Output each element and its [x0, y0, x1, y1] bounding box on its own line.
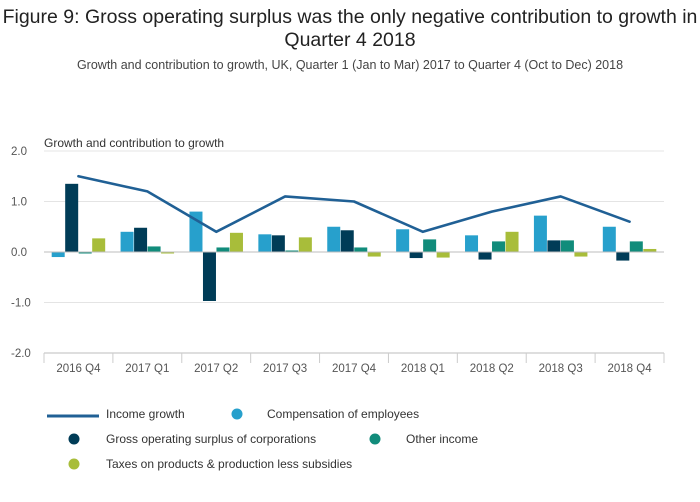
bar — [465, 235, 479, 252]
y-tick-label: 2.0 — [11, 146, 27, 158]
bar — [134, 227, 148, 252]
legend-label: Income growth — [106, 407, 185, 421]
legend-label: Taxes on products & production less subs… — [106, 457, 352, 471]
bar — [409, 252, 423, 259]
bar — [396, 229, 410, 252]
bar — [354, 247, 368, 252]
bar — [505, 231, 519, 252]
income-growth-line-layer — [77, 174, 631, 234]
x-tick-label: 2017 Q3 — [263, 363, 307, 375]
legend-label: Compensation of employees — [267, 407, 419, 421]
x-tick-label: 2017 Q2 — [194, 363, 238, 375]
bar — [547, 240, 561, 252]
bar — [147, 246, 161, 252]
bar — [65, 183, 79, 252]
y-axis-label: Growth and contribution to growth — [44, 136, 224, 150]
chart-subtitle: Growth and contribution to growth, UK, Q… — [76, 58, 624, 72]
bar — [229, 232, 243, 252]
bar — [327, 226, 341, 252]
legend-label: Gross operating surplus of corporations — [106, 432, 316, 446]
legend: Income growth Compensation of employees Gr… — [47, 407, 478, 471]
legend-dot-swatch — [369, 433, 381, 445]
y-tick-label: -1.0 — [11, 298, 31, 310]
legend-dot-swatch — [68, 433, 80, 445]
y-tick-label: 0.0 — [11, 247, 27, 259]
bar — [616, 252, 630, 261]
legend-dot-swatch — [231, 408, 243, 420]
bar — [216, 247, 230, 252]
x-tick-label: 2018 Q3 — [539, 363, 583, 375]
x-tick-label: 2018 Q2 — [470, 363, 514, 375]
bar — [258, 234, 272, 252]
bar — [161, 252, 175, 254]
legend-dot-swatch — [68, 458, 80, 470]
x-tick-label: 2017 Q1 — [125, 363, 169, 375]
x-tick-label: 2018 Q4 — [607, 363, 652, 375]
bar — [298, 237, 312, 252]
bar — [92, 238, 106, 252]
legend-label: Other income — [406, 432, 478, 446]
bar — [423, 239, 437, 253]
bar — [340, 230, 354, 252]
axes: 2.0 1.0 0.0 -1.0 -2.0 2016 Q4 2017 Q1 2017 Q2 20… — [11, 146, 665, 375]
bar — [533, 215, 547, 252]
y-tick-label: 1.0 — [11, 197, 27, 209]
income-growth-line — [77, 174, 631, 234]
y-tick-label: -2.0 — [11, 348, 31, 360]
bar — [202, 252, 216, 301]
bar — [629, 241, 643, 252]
bar — [285, 250, 299, 252]
bar — [492, 241, 506, 252]
bar — [367, 252, 381, 257]
bars — [51, 183, 657, 301]
bar — [574, 252, 588, 257]
bar — [643, 248, 657, 252]
bar — [78, 252, 92, 254]
bar — [560, 240, 574, 252]
bar — [51, 252, 65, 258]
bar — [478, 252, 492, 260]
bar — [602, 226, 616, 252]
bar — [271, 235, 285, 252]
x-tick-label: 2018 Q1 — [401, 363, 445, 375]
bar — [120, 231, 134, 252]
x-tick-label: 2016 Q4 — [56, 363, 101, 375]
x-tick-label: 2017 Q4 — [332, 363, 377, 375]
bar — [436, 252, 450, 258]
chart-title: Figure 9: Gross operating surplus was th… — [2, 6, 698, 51]
